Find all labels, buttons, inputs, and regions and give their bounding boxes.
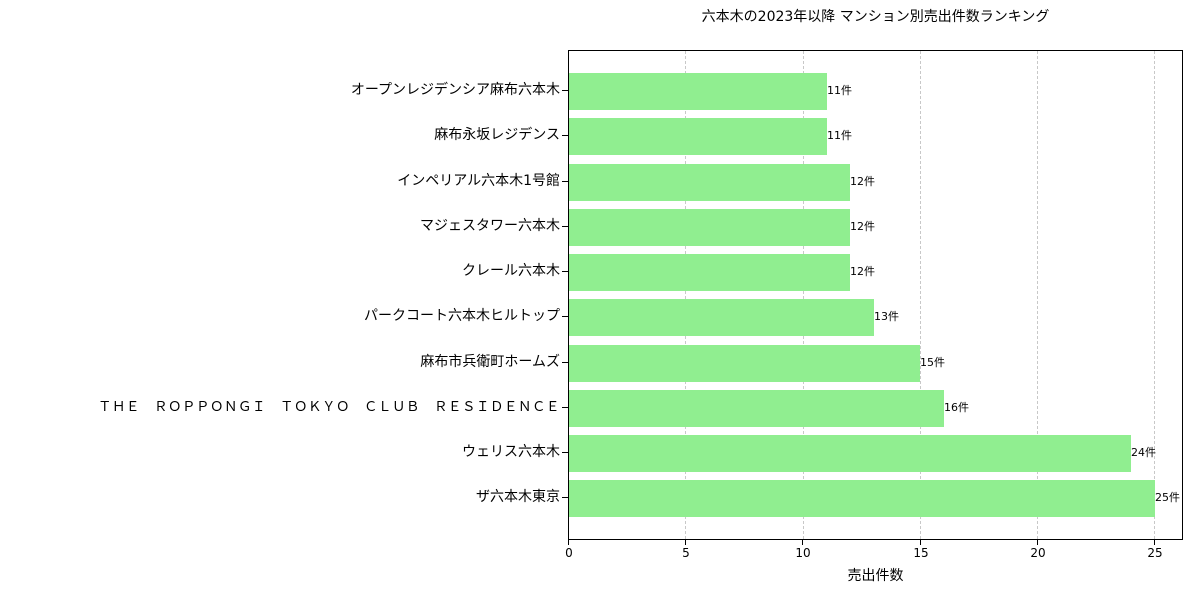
x-tick-label: 25 (1147, 546, 1163, 560)
x-tick-label: 15 (913, 546, 929, 560)
bar (569, 345, 920, 382)
x-tick (1037, 540, 1038, 545)
x-axis-label: 売出件数 (847, 568, 904, 584)
bar-value-label: 24件 (1131, 446, 1156, 459)
bar (569, 118, 827, 155)
y-tick-label: ザ六本木東京 (476, 489, 560, 505)
y-tick (562, 452, 568, 453)
x-tick (920, 540, 921, 545)
plot-area: 11件 11件 12件 12件 12件 13件 15件 16件 24件 25件 (568, 50, 1183, 540)
y-tick (562, 362, 568, 363)
y-tick-label: ＴＨＥ ＲＯＰＰＯＮＧＩ ＴＯＫＹＯ ＣＬＵＢ ＲＥＳＩＤＥＮＣＥ (98, 399, 560, 415)
gridline-5 (685, 51, 686, 539)
y-tick (562, 271, 568, 272)
y-tick-label: オープンレジデンシア麻布六本木 (350, 82, 560, 98)
bar (569, 73, 827, 110)
bar (569, 254, 850, 291)
bar-value-label: 12件 (850, 175, 875, 188)
y-tick-label: クレール六本木 (462, 263, 560, 279)
gridline-15 (920, 51, 921, 539)
bar-value-label: 12件 (850, 265, 875, 278)
y-tick (562, 90, 568, 91)
y-tick-label: 麻布市兵衛町ホームズ (420, 354, 560, 370)
bar-value-label: 11件 (827, 129, 852, 142)
y-tick-label: マジェスタワー六本木 (420, 218, 560, 234)
bar (569, 299, 874, 336)
y-tick (562, 226, 568, 227)
bar (569, 390, 944, 427)
x-tick (1154, 540, 1155, 545)
bar-value-label: 16件 (944, 401, 969, 414)
bar-value-label: 11件 (827, 84, 852, 97)
y-tick (562, 497, 568, 498)
y-tick-label: インペリアル六本木1号館 (397, 173, 560, 189)
x-tick-label: 0 (565, 546, 573, 560)
bar-value-label: 12件 (850, 220, 875, 233)
y-tick (562, 316, 568, 317)
bar (569, 480, 1155, 517)
x-tick-label: 10 (795, 546, 811, 560)
chart-title: 六本木の2023年以降 マンション別売出件数ランキング (701, 9, 1050, 25)
y-tick (562, 181, 568, 182)
x-tick (802, 540, 803, 545)
x-tick (568, 540, 569, 545)
gridline-25 (1154, 51, 1155, 539)
gridline-10 (803, 51, 804, 539)
bar (569, 209, 850, 246)
x-tick-label: 5 (682, 546, 690, 560)
bar-value-label: 25件 (1155, 491, 1180, 504)
bar-value-label: 13件 (874, 310, 899, 323)
bar (569, 435, 1131, 472)
y-tick (562, 407, 568, 408)
bar (569, 164, 850, 201)
x-tick-label: 20 (1030, 546, 1046, 560)
bar-value-label: 15件 (920, 356, 945, 369)
y-tick-label: ウェリス六本木 (462, 444, 560, 460)
y-tick-label: 麻布永坂レジデンス (434, 127, 560, 143)
gridline-20 (1037, 51, 1038, 539)
y-tick-label: パークコート六本木ヒルトップ (364, 308, 560, 324)
x-tick (685, 540, 686, 545)
y-tick (562, 135, 568, 136)
